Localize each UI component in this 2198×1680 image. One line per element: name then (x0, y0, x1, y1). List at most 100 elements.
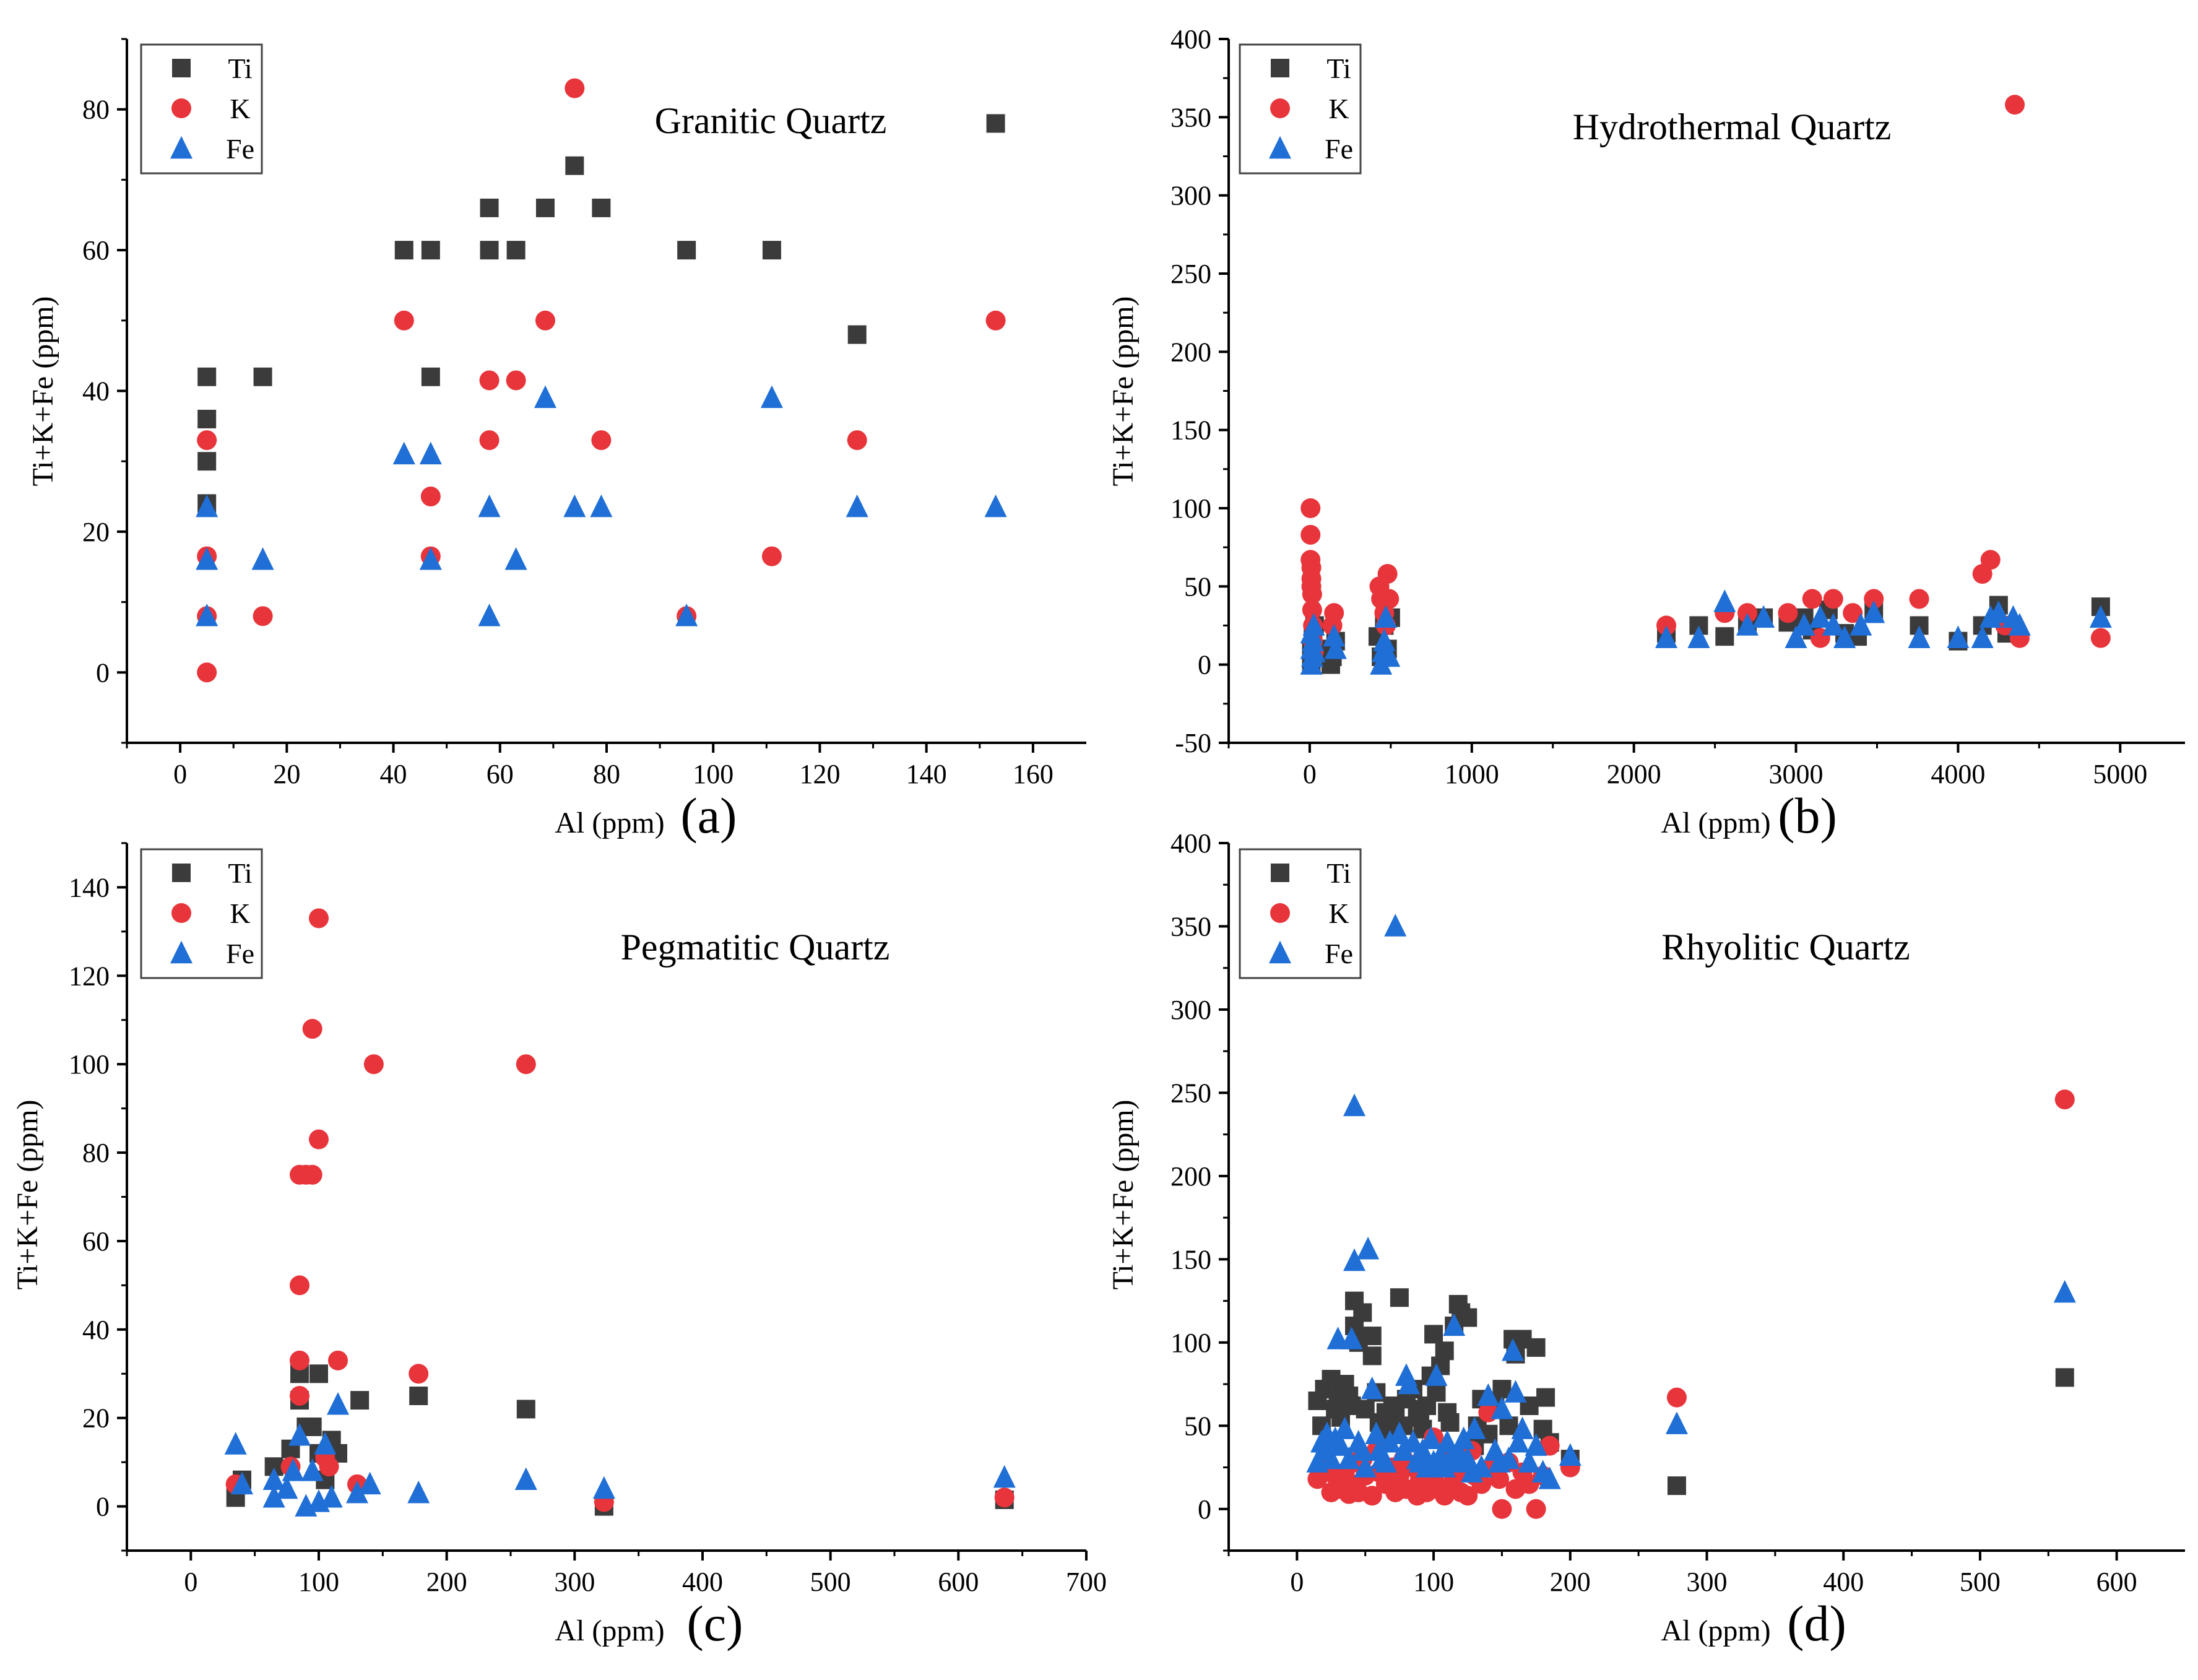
y-tick-label: -50 (1175, 728, 1211, 758)
x-axis-title: Al (ppm) (1661, 807, 1770, 839)
data-point-fe (1687, 625, 1710, 648)
data-point-k (1539, 1435, 1560, 1456)
legend-box (1239, 848, 1362, 979)
data-point-k (994, 1487, 1015, 1508)
x-tick-label: 140 (906, 759, 947, 789)
data-point-fe (320, 1485, 343, 1508)
data-point-fe (346, 1480, 368, 1504)
data-point-fe (1752, 605, 1775, 628)
legend: Ti K Fe (140, 43, 263, 175)
x-axis-title: Al (ppm) (555, 1614, 664, 1647)
y-tick-label: 150 (1170, 415, 1211, 446)
legend-label-ti: Ti (1326, 857, 1351, 889)
y-tick-label: 50 (1184, 571, 1211, 602)
data-point-k (535, 310, 555, 331)
data-point-k (1492, 1499, 1512, 1519)
data-point-k (847, 430, 867, 451)
data-point-ti (565, 156, 584, 175)
legend-marker-k (1270, 98, 1290, 118)
data-point-fe (288, 1423, 311, 1446)
x-tick-label: 500 (810, 1567, 851, 1597)
data-point-ti (1362, 1346, 1382, 1366)
data-point-fe (262, 1485, 285, 1508)
data-point-fe (1477, 1383, 1500, 1406)
chart-title: Pegmatitic Quartz (621, 927, 890, 968)
data-point-k (290, 1275, 309, 1296)
data-point-fe (301, 1458, 324, 1481)
data-point-fe (534, 385, 556, 409)
data-point-fe (478, 494, 501, 517)
data-point-fe (275, 1476, 298, 1499)
data-point-fe (1497, 1446, 1520, 1470)
data-point-k (409, 1364, 429, 1384)
data-point-k (1300, 524, 1321, 545)
data-point-ti (592, 198, 611, 217)
chart-panel-a: 0 20 40 60 80 100 120 140 160 0 20 40 60 80 Granitic Q… (27, 38, 1086, 844)
data-point-fe (1971, 625, 1994, 648)
data-point-k (302, 1019, 322, 1039)
legend-box (140, 848, 263, 979)
x-tick-label: 100 (1413, 1567, 1454, 1597)
x-tick-label: 4000 (1931, 759, 1985, 789)
data-point-fe (590, 494, 613, 517)
data-point-fe (1525, 1433, 1547, 1456)
legend: Ti K Fe (140, 848, 263, 979)
data-point-ti (409, 1386, 428, 1405)
y-tick-label: 60 (82, 1226, 110, 1257)
data-point-ti (480, 241, 499, 260)
data-point-fe (1470, 1455, 1493, 1478)
data-point-fe (1822, 613, 1845, 636)
legend-box (1239, 43, 1362, 175)
x-axis-title: Al (ppm) (1661, 1614, 1770, 1647)
data-point-ti (1390, 1288, 1409, 1307)
data-point-fe (1357, 1236, 1380, 1260)
data-point-fe (1378, 644, 1401, 667)
data-point-fe (1375, 605, 1398, 628)
data-point-fe (514, 1467, 537, 1490)
data-point-k (565, 78, 585, 98)
legend-marker-ti (172, 864, 191, 882)
x-axis-title: Al (ppm) (555, 807, 664, 839)
data-point-k (1666, 1387, 1687, 1408)
data-point-fe (1323, 623, 1346, 647)
data-point-ti (506, 241, 526, 260)
data-point-fe (984, 494, 1007, 517)
x-tick-label: 600 (2096, 1567, 2137, 1597)
y-tick-label: 50 (1184, 1411, 1211, 1441)
y-tick-label: 0 (1198, 650, 1211, 680)
data-point-ti (480, 198, 499, 217)
x-tick-label: 40 (380, 759, 407, 789)
data-point-ti (1435, 1341, 1454, 1361)
y-tick-label: 100 (69, 1049, 110, 1080)
legend-label-k: K (1328, 898, 1349, 929)
data-point-k (1802, 589, 1822, 609)
data-point-k (1526, 1499, 1546, 1519)
data-point-k (290, 1350, 309, 1370)
data-point-k (420, 487, 441, 507)
data-point-k (1458, 1486, 1478, 1506)
chart-title: Hydrothermal Quartz (1573, 106, 1892, 147)
data-point-k (1980, 550, 2001, 570)
legend-label-k: K (1328, 93, 1349, 124)
data-point-fe (1863, 600, 1885, 623)
data-point-fe (1833, 625, 1856, 648)
data-point-fe (1320, 1446, 1343, 1470)
y-tick-label: 20 (82, 1403, 110, 1434)
data-point-fe (251, 547, 274, 570)
x-tick-label: 1000 (1445, 759, 1499, 789)
data-point-fe (1908, 625, 1931, 648)
data-point-k (479, 370, 500, 391)
data-point-fe (1333, 1416, 1356, 1439)
data-point-k (1843, 603, 1863, 623)
data-point-k (1823, 589, 1843, 609)
data-point-fe (419, 441, 442, 465)
data-point-ti (1667, 1476, 1686, 1496)
data-point-ti (677, 241, 696, 260)
data-point-fe (675, 604, 698, 626)
data-point-ti (1536, 1388, 1555, 1407)
x-tick-label: 500 (1960, 1567, 2001, 1597)
data-point-fe (1411, 1438, 1434, 1461)
x-tick-label: 0 (173, 759, 187, 789)
data-point-fe (2008, 613, 2031, 636)
